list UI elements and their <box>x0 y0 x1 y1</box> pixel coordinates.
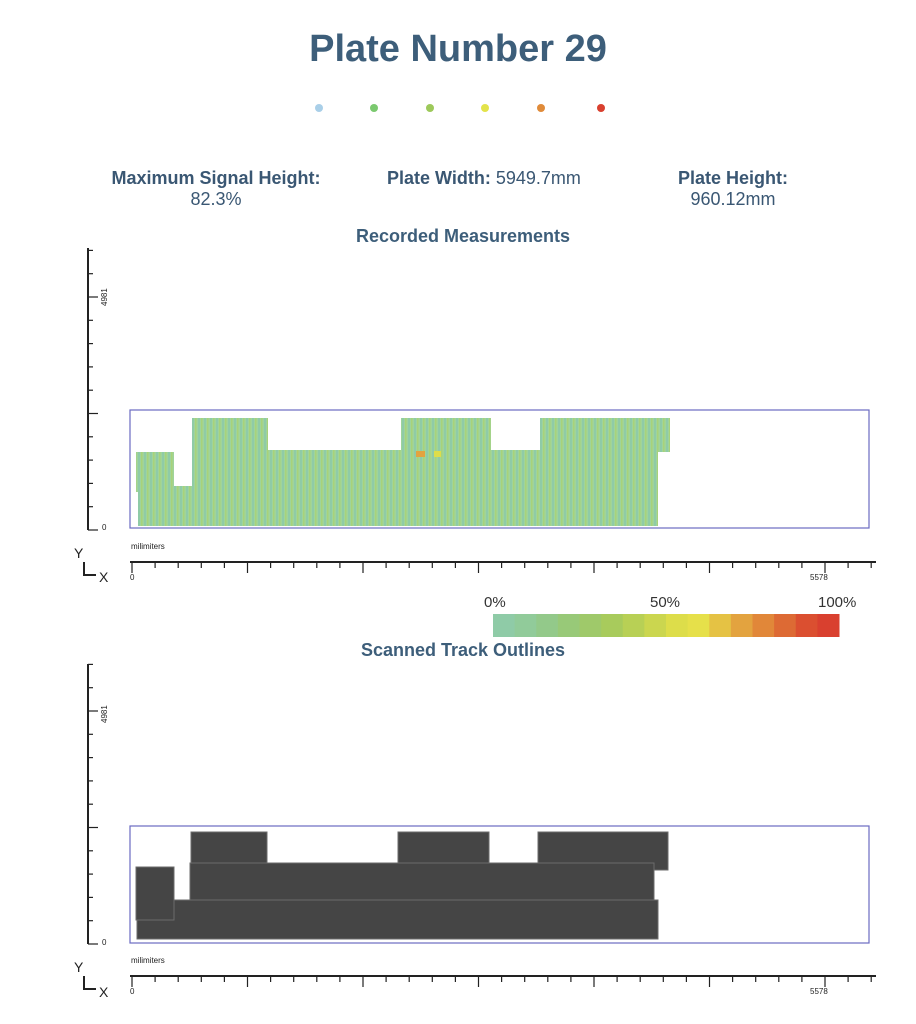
plate-outline <box>129 409 870 529</box>
y-axis: 4981 0 <box>87 663 109 947</box>
track-measurement <box>401 418 491 452</box>
legend-label-100: 100% <box>818 594 857 611</box>
measurement-tracks <box>136 418 670 526</box>
track-measurement <box>540 418 670 452</box>
max-signal-value: 82.3% <box>190 189 242 209</box>
plate-outline <box>129 825 870 944</box>
unit-label: milimiters <box>131 956 165 965</box>
legend-swatch <box>601 614 624 637</box>
legend-swatch <box>557 614 580 637</box>
x-axis: 0 5578 <box>130 561 876 582</box>
legend-swatch <box>579 614 602 637</box>
axis-indicator: Y X <box>74 959 109 1000</box>
y-zero-label: 0 <box>102 938 107 947</box>
legend-swatch <box>774 614 797 637</box>
y-zero-label: 0 <box>102 523 107 532</box>
axis-y-label: Y <box>74 545 84 561</box>
max-signal-label: Maximum Signal Height: <box>111 168 321 188</box>
track-outline <box>135 866 175 921</box>
legend-swatch <box>644 614 667 637</box>
legend-swatch <box>536 614 559 637</box>
legend-swatch <box>514 614 537 637</box>
legend-swatch <box>709 614 732 637</box>
axis-y-label: Y <box>74 959 84 975</box>
track-measurement <box>138 486 658 526</box>
legend-swatch <box>730 614 753 637</box>
hotspot <box>416 451 425 457</box>
legend-label-50: 50% <box>650 594 681 611</box>
color-scale-legend <box>493 614 840 637</box>
x-zero-label: 0 <box>130 573 135 582</box>
track-outlines <box>135 831 669 940</box>
measurements-title: Recorded Measurements <box>355 226 571 246</box>
axis-x-label: X <box>99 569 109 585</box>
outlines-plot: 4981 0 milimiters Y X 0 5578 <box>74 663 876 1000</box>
legend-swatch <box>687 614 710 637</box>
color-dot <box>370 104 378 112</box>
plate-height-value: 960.12mm <box>690 189 776 209</box>
y-tick-label: 4981 <box>100 705 109 723</box>
color-dots <box>0 104 916 116</box>
plate-width-label: Plate Width: <box>387 168 491 188</box>
legend-swatch <box>493 614 516 637</box>
legend-swatch <box>622 614 645 637</box>
legend-swatch <box>666 614 689 637</box>
track-outline <box>189 862 655 902</box>
x-max-label: 5578 <box>810 573 828 582</box>
measurements-plot: 4981 0 milimiters Y X 0 5578 <box>74 248 876 585</box>
legend-swatch <box>795 614 818 637</box>
y-axis: 4981 0 <box>87 248 109 532</box>
axis-x-label: X <box>99 984 109 1000</box>
hotspot <box>434 451 441 457</box>
x-zero-label: 0 <box>130 987 135 996</box>
plate-width-value: 5949.7mm <box>495 168 581 188</box>
max-signal-stat: Maximum Signal Height: 82.3% <box>96 168 336 210</box>
plate-height-label: Plate Height: <box>677 168 788 188</box>
color-dot <box>315 104 323 112</box>
color-dot <box>426 104 434 112</box>
x-axis: 0 5578 <box>130 975 876 996</box>
plate-width-stat: Plate Width: 5949.7mm <box>387 168 617 189</box>
axis-indicator: Y X <box>74 545 109 585</box>
track-measurement <box>136 452 174 492</box>
track-outline <box>136 899 659 940</box>
color-dot <box>537 104 545 112</box>
legend-label-0: 0% <box>484 594 506 611</box>
plate-height-stat: Plate Height: 960.12mm <box>643 168 823 210</box>
legend-swatch <box>752 614 775 637</box>
legend-swatch <box>817 614 840 637</box>
y-tick-label: 4981 <box>100 288 109 306</box>
track-measurement <box>192 418 268 452</box>
color-dot <box>597 104 605 112</box>
color-dot <box>481 104 489 112</box>
x-max-label: 5578 <box>810 987 828 996</box>
outlines-title: Scanned Track Outlines <box>360 640 566 660</box>
page-title: Plate Number 29 <box>309 28 607 70</box>
unit-label: milimiters <box>131 542 165 551</box>
